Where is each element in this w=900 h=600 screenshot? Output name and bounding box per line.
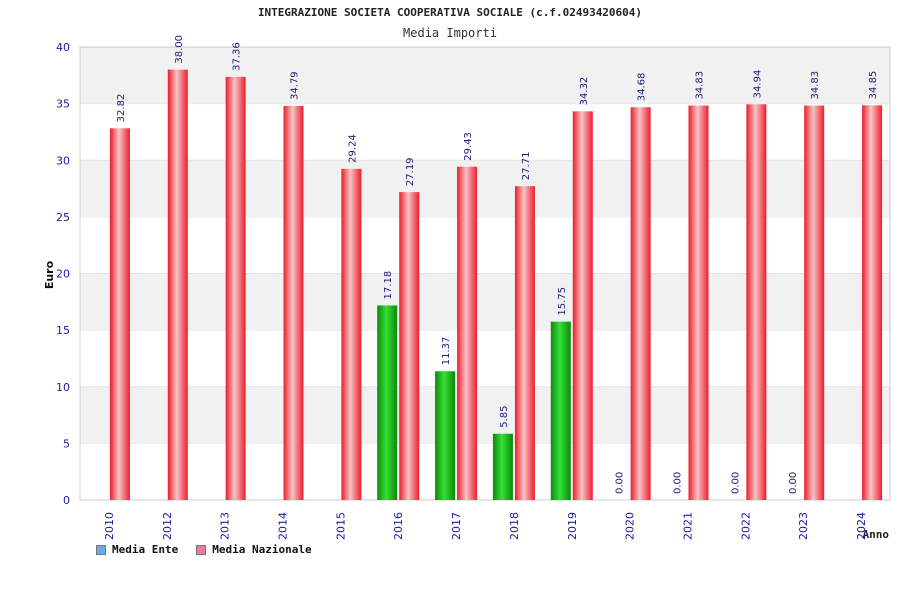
bar-nazionale [109,128,130,500]
x-tick-label: 2017 [450,512,463,540]
value-label-ente: 0.00 [673,472,684,494]
bar-nazionale [688,105,709,501]
bar-nazionale [225,76,246,500]
value-label-nazionale: 32.82 [116,94,127,123]
value-label-ente: 17.18 [383,271,394,300]
value-label-ente: 11.37 [441,337,452,366]
x-tick-label: 2024 [855,512,868,540]
legend-label-ente: Media Ente [112,543,179,556]
value-label-nazionale: 29.24 [347,134,358,163]
bar-nazionale [167,69,188,501]
grid-band [80,160,890,217]
legend-swatch-nazionale [196,544,207,555]
chart-subtitle: Media Importi [403,26,497,40]
value-label-ente: 5.85 [499,405,510,427]
x-tick-label: 2014 [277,512,290,540]
legend-item-ente: Media Ente [96,543,178,556]
bar-nazionale [746,104,767,500]
value-label-ente: 0.00 [730,472,741,494]
x-tick-label: 2022 [739,512,752,540]
value-label-nazionale: 34.79 [290,71,301,100]
y-axis-label: Euro [43,260,56,289]
value-label-nazionale: 34.85 [868,71,879,100]
x-tick-label: 2013 [219,512,232,540]
bar-ente [492,433,513,500]
value-label-ente: 0.00 [788,472,799,494]
value-label-nazionale: 34.94 [752,70,763,99]
legend-label-nazionale: Media Nazionale [212,543,312,556]
bar-ente [435,371,456,500]
x-tick-label: 2016 [392,512,405,540]
bar-nazionale [630,107,651,501]
legend: Media Ente Media Nazionale [96,543,312,556]
x-tick-label: 2015 [334,512,347,540]
bar-ente [550,321,571,500]
x-tick-label: 2010 [103,512,116,540]
plot-area [79,46,891,501]
value-label-nazionale: 37.36 [232,42,243,71]
x-tick-label: 2012 [161,512,174,540]
value-label-nazionale: 29.43 [463,132,474,161]
bar-nazionale [341,168,362,500]
y-tick-label: 5 [63,437,70,450]
y-tick-label: 0 [63,494,70,507]
x-tick-label: 2023 [797,512,810,540]
y-tick-label: 35 [56,98,70,111]
value-label-nazionale: 27.19 [405,157,416,186]
y-tick-label: 20 [56,268,70,281]
y-tick-label: 30 [56,154,70,167]
grid-band [80,47,890,104]
value-label-nazionale: 34.83 [810,71,821,100]
bar-nazionale [514,186,535,500]
bar-ente [377,305,398,500]
legend-swatch-ente [96,544,106,555]
chart-title: INTEGRAZIONE SOCIETA COOPERATIVA SOCIALE… [257,6,643,19]
bar-nazionale [283,106,304,501]
bar-nazionale [572,111,593,501]
y-tick-label: 40 [56,41,70,54]
x-axis-label: Anno [863,528,890,541]
bar-nazionale [804,105,825,501]
grid-band [80,273,890,331]
grid-band [80,386,890,444]
value-label-ente: 15.75 [557,287,568,316]
x-tick-label: 2019 [566,512,579,540]
x-tick-label: 2018 [508,512,521,540]
x-tick-label: 2020 [624,512,637,540]
x-tick-label: 2021 [682,512,695,540]
value-label-nazionale: 38.00 [174,35,185,64]
y-tick-label: 15 [56,324,70,337]
y-tick-label: 25 [56,211,70,224]
value-label-nazionale: 34.83 [695,71,706,100]
bar-nazionale [457,166,478,500]
value-label-nazionale: 34.32 [579,77,590,106]
bar-nazionale [399,192,420,501]
value-label-ente: 0.00 [615,472,626,494]
bar-nazionale [862,105,883,500]
legend-item-nazionale: Media Nazionale [196,543,312,556]
value-label-nazionale: 34.68 [637,73,648,102]
value-label-nazionale: 27.71 [521,152,532,181]
y-tick-label: 10 [56,381,70,394]
